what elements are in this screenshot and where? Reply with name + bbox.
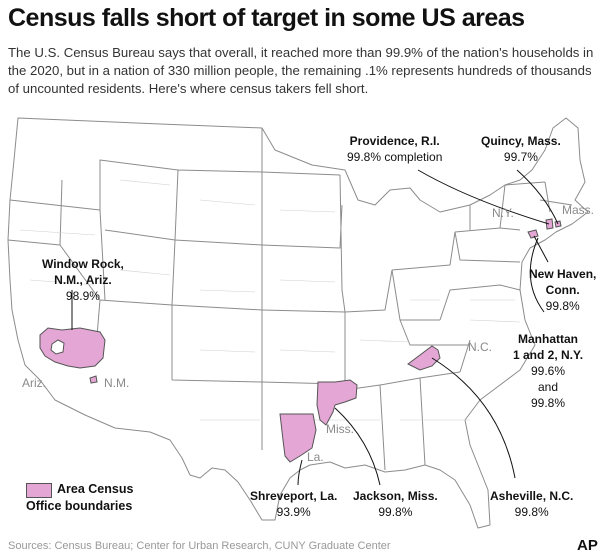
callout-quincy-value: 99.7%	[503, 150, 538, 164]
map-subtitle: The U.S. Census Bureau says that overall…	[8, 45, 594, 96]
jackson-leader	[334, 407, 381, 486]
asheville-leader	[431, 357, 516, 479]
callout-jackson-name: Jackson, Miss.	[353, 489, 438, 503]
callout-shreveport-value: 93.9%	[276, 505, 311, 519]
callout-manhattan-and: and	[538, 380, 559, 394]
state-border	[454, 181, 573, 263]
state-label-ariz: Ariz.	[22, 376, 46, 390]
shreveport-leader	[297, 459, 303, 486]
us-map	[7, 117, 589, 529]
ap-logo: AP	[577, 537, 598, 554]
callout-window-rock-name1: Window Rock,	[42, 257, 124, 271]
providence-area	[545, 218, 554, 230]
quincy-leader	[516, 169, 559, 225]
callout-providence-value: 99.8% completion	[347, 150, 443, 164]
manhattan-leader	[529, 237, 545, 313]
state-label-miss: Miss.	[326, 422, 354, 436]
callout-manhattan-value2: 99.8%	[531, 396, 566, 410]
asheville-area	[407, 345, 441, 371]
state-label-nm: N.M.	[104, 376, 130, 390]
state-label-mass: Mass.	[562, 203, 595, 217]
callout-asheville-name: Asheville, N.C.	[490, 489, 574, 503]
state-label-la: La.	[307, 450, 324, 464]
callout-new-haven-name1: New Haven,	[529, 267, 597, 281]
callout-asheville-value: 99.8%	[514, 505, 549, 519]
county-line	[19, 179, 521, 421]
callout-new-haven: New Haven, Conn. 99.8%	[529, 266, 596, 314]
nm-small-area	[89, 375, 98, 384]
callout-window-rock: Window Rock, N.M., Ariz. 98.9%	[42, 256, 124, 304]
state-border	[7, 128, 263, 450]
callout-jackson-value: 99.8%	[378, 505, 413, 519]
leader-lines	[71, 169, 559, 486]
state-border	[261, 171, 521, 471]
county-lines	[19, 179, 521, 421]
map-title: Census falls short of target in some US …	[8, 4, 525, 32]
state-label-ny: N.Y.	[492, 206, 514, 220]
census-areas	[39, 218, 562, 463]
state-label-nc: N.C.	[468, 340, 492, 354]
map-legend: Area Census Office boundaries	[26, 481, 133, 515]
callout-quincy: Quincy, Mass. 99.7%	[481, 133, 561, 165]
callout-asheville: Asheville, N.C. 99.8%	[490, 488, 573, 520]
jackson-area	[316, 379, 358, 426]
new-haven-leader	[533, 235, 549, 263]
callout-providence-name: Providence, R.I.	[349, 134, 440, 148]
legend-swatch	[26, 483, 52, 498]
source-credit: Sources: Census Bureau; Center for Urban…	[8, 540, 391, 552]
window-rock-area	[39, 327, 106, 369]
state-outlines	[7, 117, 589, 529]
callout-shreveport-name: Shreveport, La.	[250, 489, 338, 503]
callout-new-haven-value: 99.8%	[545, 299, 580, 313]
callout-manhattan: Manhattan 1 and 2, N.Y. 99.6% and 99.8%	[513, 331, 583, 411]
callout-new-haven-name2: Conn.	[545, 283, 580, 297]
us-outline	[7, 117, 589, 529]
callout-window-rock-name2: N.M., Ariz.	[54, 273, 112, 287]
callout-manhattan-name2: 1 and 2, N.Y.	[513, 348, 584, 362]
callout-providence: Providence, R.I. 99.8% completion	[347, 133, 442, 165]
legend-line1: Area Census	[57, 482, 134, 496]
callout-jackson: Jackson, Miss. 99.8%	[353, 488, 438, 520]
callout-window-rock-value: 98.9%	[65, 289, 100, 303]
providence-leader	[417, 169, 550, 225]
callout-manhattan-name1: Manhattan	[518, 332, 579, 346]
callout-quincy-name: Quincy, Mass.	[481, 134, 561, 148]
new-haven-area	[527, 229, 539, 239]
window-rock-hole	[50, 339, 65, 355]
callout-manhattan-value1: 99.6%	[531, 364, 566, 378]
legend-line2: Office boundaries	[26, 499, 133, 513]
shreveport-area	[279, 413, 317, 463]
callout-shreveport: Shreveport, La. 93.9%	[250, 488, 337, 520]
